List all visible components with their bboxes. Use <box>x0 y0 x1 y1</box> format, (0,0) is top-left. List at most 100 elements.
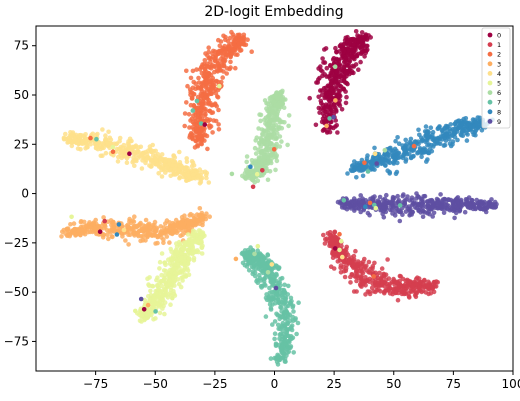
data-point <box>411 143 417 149</box>
data-point <box>322 95 328 101</box>
data-point <box>395 199 401 204</box>
data-point <box>196 75 201 81</box>
data-point <box>403 157 409 162</box>
legend-label-5: 5 <box>497 80 501 88</box>
data-point <box>307 95 313 101</box>
data-point <box>374 161 380 166</box>
data-point <box>259 152 264 158</box>
data-point <box>372 151 378 157</box>
data-point <box>206 180 212 185</box>
data-point <box>267 275 273 280</box>
data-point <box>88 135 93 141</box>
data-point <box>108 218 114 223</box>
data-point <box>396 207 401 213</box>
data-point <box>437 141 443 146</box>
data-point <box>425 135 430 141</box>
data-point <box>93 225 99 231</box>
data-point <box>370 160 375 165</box>
data-point <box>159 283 165 289</box>
data-point <box>327 230 333 235</box>
data-point <box>110 234 115 240</box>
data-point <box>173 266 179 271</box>
data-point <box>100 141 105 146</box>
data-point <box>206 118 211 124</box>
data-point <box>356 67 361 72</box>
data-point <box>342 274 348 280</box>
data-point <box>73 232 79 238</box>
chart-title: 2D-logit Embedding <box>204 4 343 20</box>
data-point <box>198 235 203 240</box>
data-point <box>424 129 429 135</box>
data-point <box>396 141 402 146</box>
data-point <box>337 231 342 237</box>
data-point <box>59 234 64 239</box>
data-point <box>347 41 353 46</box>
data-point <box>183 165 188 171</box>
data-point <box>378 289 383 294</box>
data-point <box>174 249 180 254</box>
data-point <box>198 101 204 107</box>
data-point <box>372 145 377 151</box>
data-point <box>244 174 249 180</box>
data-point <box>164 290 169 295</box>
data-point <box>217 83 222 89</box>
data-point <box>266 294 272 299</box>
data-point <box>401 192 406 197</box>
data-point <box>177 270 182 276</box>
data-point <box>188 75 194 81</box>
data-point <box>279 344 285 350</box>
data-point <box>370 277 375 283</box>
data-point <box>420 214 426 219</box>
data-point <box>331 266 337 271</box>
data-point <box>198 121 204 126</box>
data-point <box>179 222 184 228</box>
data-point <box>195 232 200 238</box>
data-point <box>72 137 78 143</box>
data-point <box>93 217 98 223</box>
data-point <box>273 292 279 297</box>
data-point <box>194 98 200 104</box>
data-point <box>139 166 145 171</box>
data-point <box>382 200 387 206</box>
data-point <box>184 159 190 165</box>
data-point <box>162 275 167 281</box>
data-point <box>442 142 448 148</box>
data-point <box>403 209 409 214</box>
data-point <box>379 266 385 271</box>
data-point <box>352 159 357 164</box>
legend-box <box>481 27 511 129</box>
data-point <box>138 238 143 244</box>
data-point <box>174 258 180 264</box>
y-tick-label: −25 <box>4 236 29 250</box>
data-point <box>343 268 349 274</box>
data-point <box>453 210 459 216</box>
data-point <box>346 48 352 53</box>
data-point <box>228 41 234 47</box>
data-point <box>180 278 185 283</box>
data-point <box>189 221 194 227</box>
data-point <box>381 208 386 214</box>
data-point <box>216 79 221 85</box>
data-point <box>420 201 426 207</box>
x-tick-label: −50 <box>143 377 168 391</box>
data-point <box>263 314 269 319</box>
data-point <box>94 145 99 151</box>
data-point <box>271 131 277 137</box>
data-point <box>191 91 197 97</box>
data-point <box>162 260 167 266</box>
data-point <box>392 213 398 218</box>
data-point <box>179 170 185 176</box>
data-point <box>199 245 204 250</box>
data-point <box>356 166 362 172</box>
data-point <box>97 229 103 234</box>
data-point <box>224 52 230 58</box>
data-point <box>185 83 190 89</box>
data-point <box>215 95 221 100</box>
data-point <box>337 74 343 80</box>
data-point <box>216 37 221 43</box>
data-point <box>207 123 212 128</box>
legend-marker-4 <box>487 71 493 76</box>
data-point <box>150 283 155 289</box>
data-point <box>419 154 424 160</box>
data-point <box>127 218 132 224</box>
